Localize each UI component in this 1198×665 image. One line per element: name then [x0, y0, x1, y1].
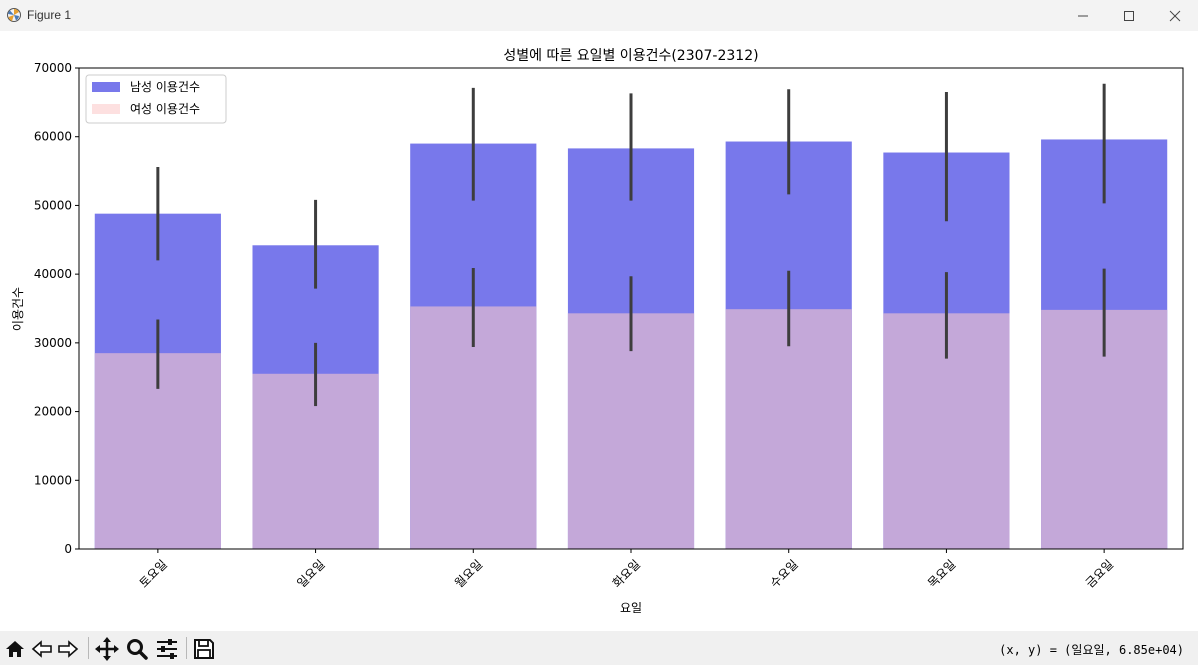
toolbar-separator: [88, 637, 89, 659]
close-button[interactable]: [1152, 0, 1198, 31]
figure-canvas[interactable]: 0 10000 20000 30000 40000 50000 60000 70000 토요일…: [0, 31, 1198, 631]
y-tick-label: 60000: [34, 130, 72, 144]
legend-box: [85, 74, 227, 124]
close-icon: [1169, 10, 1181, 21]
maximize-icon: [1124, 10, 1134, 21]
legend: 남성 이용건수 여성 이용건수: [85, 74, 227, 124]
maximize-button[interactable]: [1106, 0, 1152, 31]
y-ticks-layer: 0 10000 20000 30000 40000 50000 60000 70000: [34, 61, 79, 556]
minimize-icon: [1078, 15, 1088, 16]
save-icon: [194, 639, 214, 659]
x-tick-label: 월요일: [452, 557, 485, 590]
x-tick-label: 목요일: [925, 557, 958, 590]
forward-button[interactable]: [55, 636, 81, 662]
x-tick-label: 수요일: [767, 557, 800, 590]
y-tick-label: 0: [64, 542, 72, 556]
x-ticks-layer: 토요일 일요일 월요일 화요일 수요일 목요일 금요일: [137, 549, 1116, 590]
x-tick-label: 화요일: [610, 557, 643, 590]
y-tick-label: 30000: [34, 336, 72, 350]
legend-swatch-female: [92, 104, 120, 114]
zoom-icon: [127, 639, 148, 660]
pan-icon: [95, 637, 119, 661]
bars-layer: [94, 139, 1168, 550]
errorbars-layer: [156, 83, 1106, 407]
legend-swatch-male: [92, 82, 120, 92]
back-button[interactable]: [29, 636, 55, 662]
y-tick-label: 10000: [34, 473, 72, 487]
back-icon: [31, 640, 52, 658]
bar-female-3: [567, 313, 695, 549]
home-button[interactable]: [2, 636, 28, 662]
y-tick-label: 70000: [34, 61, 72, 75]
cursor-coordinates: (x, y) = (일요일, 6.85e+04): [999, 643, 1184, 657]
forward-icon: [58, 640, 79, 658]
y-tick-label: 40000: [34, 267, 72, 281]
x-tick-label: 토요일: [137, 557, 170, 590]
minimize-button[interactable]: [1060, 0, 1106, 31]
legend-label-female: 여성 이용건수: [130, 102, 200, 116]
window-title: Figure 1: [27, 8, 72, 22]
y-axis-label: 이용건수: [11, 287, 25, 331]
pan-button[interactable]: [94, 636, 120, 662]
y-tick-label: 20000: [34, 405, 72, 419]
navigation-toolbar: (x, y) = (일요일, 6.85e+04): [0, 631, 1198, 665]
configure-subplots-icon: [157, 639, 177, 659]
chart-title: 성별에 따른 요일별 이용건수(2307-2312): [503, 48, 758, 64]
matplotlib-logo-icon: [7, 8, 21, 22]
bar-female-4: [725, 309, 852, 549]
toolbar-separator: [186, 637, 187, 659]
x-tick-label: 일요일: [294, 557, 327, 590]
configure-subplots-button[interactable]: [154, 636, 180, 662]
save-button[interactable]: [191, 636, 217, 662]
legend-label-male: 남성 이용건수: [130, 80, 200, 94]
window-titlebar: Figure 1: [0, 0, 1198, 32]
x-axis-label: 요일: [620, 601, 642, 615]
x-tick-label: 금요일: [1083, 557, 1116, 590]
bar-chart: 0 10000 20000 30000 40000 50000 60000 70000 토요일…: [11, 48, 1184, 615]
y-tick-label: 50000: [34, 198, 72, 212]
zoom-button[interactable]: [124, 636, 150, 662]
home-icon: [6, 641, 24, 657]
